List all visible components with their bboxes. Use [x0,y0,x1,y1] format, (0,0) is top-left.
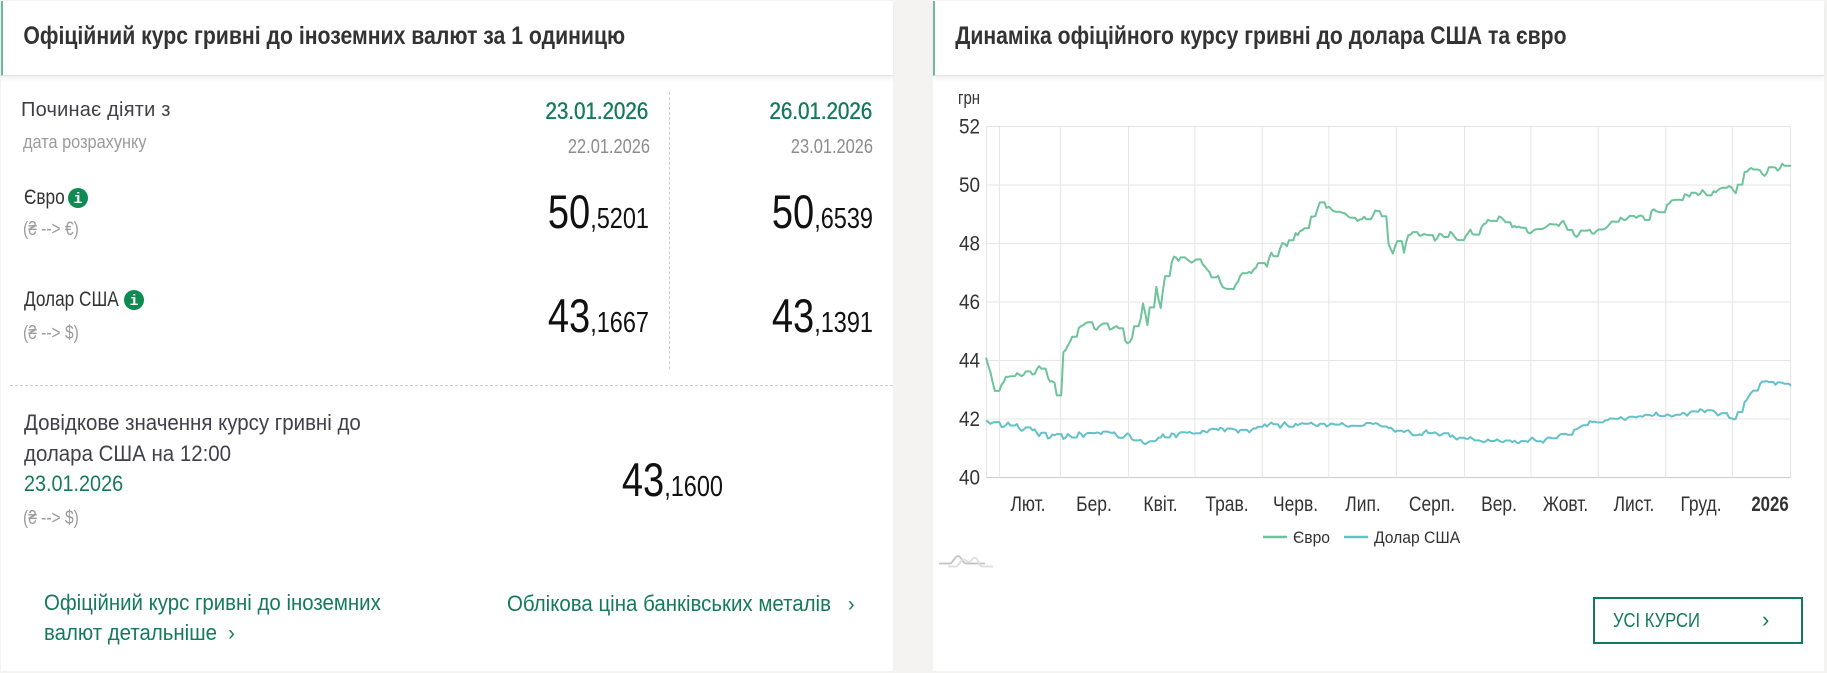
svg-text:Серп.: Серп. [1409,494,1455,517]
svg-text:40: 40 [959,467,980,490]
svg-text:2026: 2026 [1751,493,1788,516]
svg-text:Лист.: Лист. [1614,494,1655,517]
svg-text:42: 42 [959,408,980,431]
svg-text:Долар США: Долар США [1374,529,1460,547]
svg-text:Квіт.: Квіт. [1143,494,1177,517]
svg-text:Лют.: Лют. [1011,494,1046,517]
svg-text:Євро: Євро [1293,529,1330,547]
svg-text:46: 46 [959,291,980,314]
svg-text:50: 50 [959,174,980,197]
svg-text:Трав.: Трав. [1205,494,1248,517]
svg-text:i: i [129,293,138,310]
svg-text:Жовт.: Жовт. [1543,494,1588,517]
svg-text:Черв.: Черв. [1273,494,1318,517]
svg-text:Груд.: Груд. [1680,494,1721,517]
svg-text:44: 44 [959,350,980,373]
svg-text:48: 48 [959,233,980,256]
svg-text:Бер.: Бер. [1076,494,1112,517]
svg-text:Лип.: Лип. [1345,494,1380,517]
svg-text:i: i [73,191,82,208]
svg-text:52: 52 [959,116,980,139]
svg-text:Вер.: Вер. [1481,494,1517,517]
